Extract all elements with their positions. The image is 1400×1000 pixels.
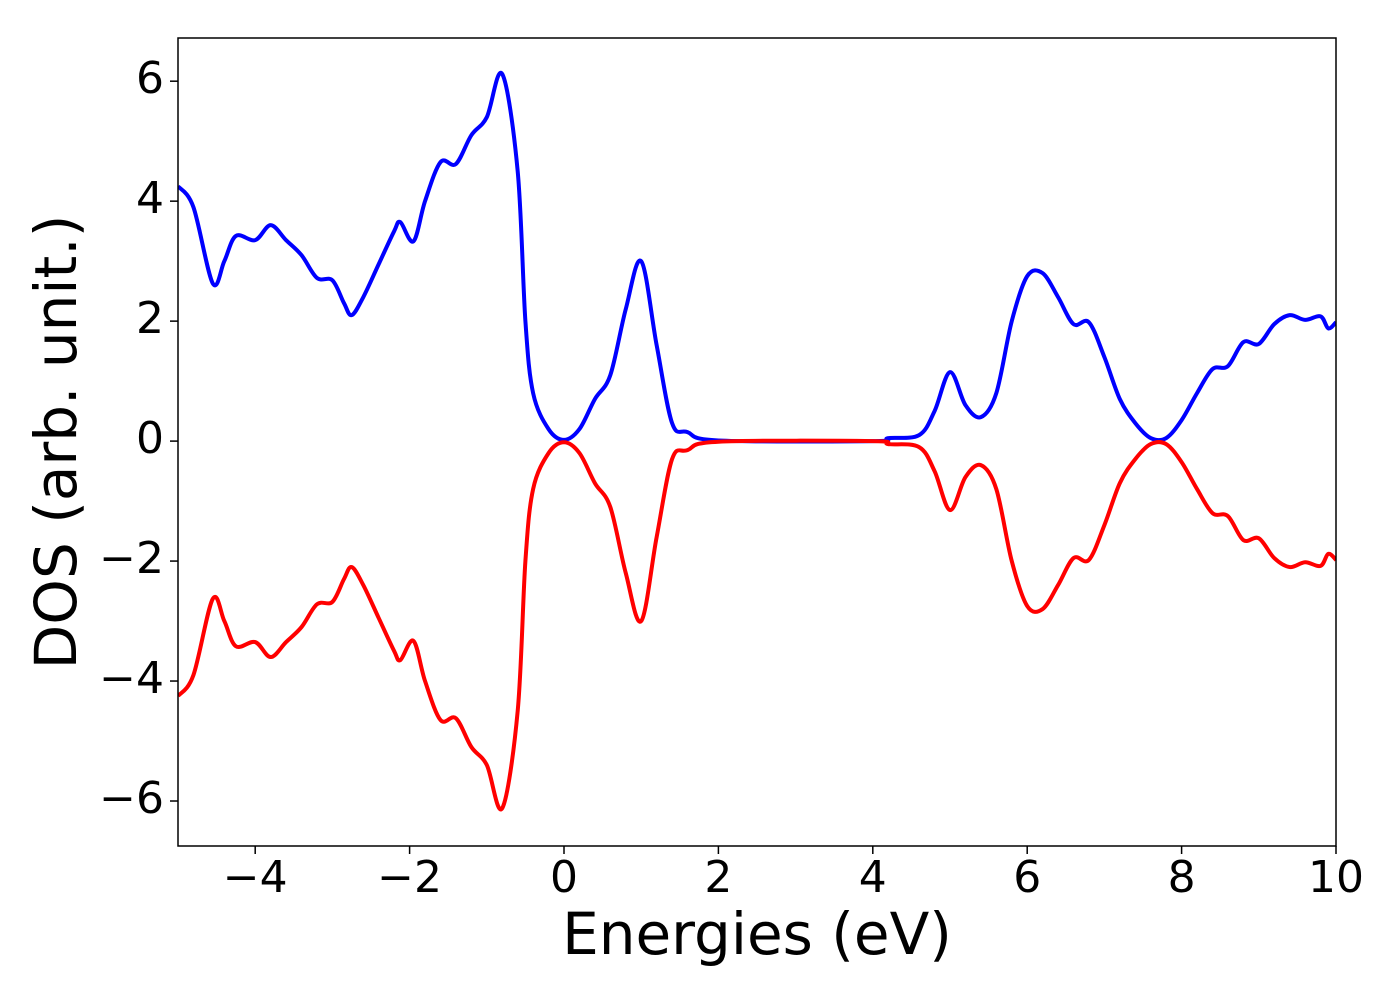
- y-tick-label: 6: [136, 53, 164, 104]
- y-tick-label: −4: [99, 653, 164, 704]
- x-tick-label: 2: [704, 852, 732, 903]
- series-line: [178, 438, 1336, 812]
- y-tick-label: 2: [136, 293, 164, 344]
- x-tick-label: 4: [859, 852, 887, 903]
- y-tick-label: −2: [99, 533, 164, 584]
- y-tick-label: 0: [136, 413, 164, 464]
- plot-frame: [177, 37, 1337, 847]
- x-tick-label: −4: [223, 852, 288, 903]
- y-tick-label: 4: [136, 173, 164, 224]
- series-line: [178, 70, 1336, 444]
- x-tick-label: 10: [1308, 852, 1364, 903]
- x-tick-label: −2: [377, 852, 442, 903]
- x-axis-label: Energies (eV): [562, 900, 952, 968]
- x-tick-label: 6: [1013, 852, 1041, 903]
- y-axis-label: DOS (arb. unit.): [22, 215, 90, 670]
- x-tick-label: 0: [550, 852, 578, 903]
- y-tick-label: −6: [99, 773, 164, 824]
- x-tick-label: 8: [1168, 852, 1196, 903]
